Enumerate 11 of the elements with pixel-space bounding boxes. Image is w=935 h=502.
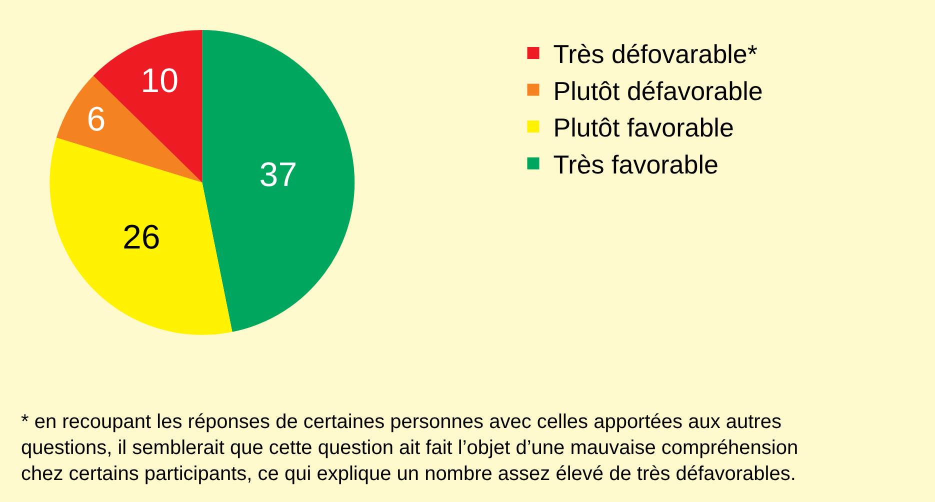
legend-label: Plutôt favorable bbox=[553, 112, 734, 143]
legend-label: Plutôt défavorable bbox=[553, 76, 763, 106]
text: * en recoupant les réponses de certaines personnes avec celles apportées aux autres questions, il semblerait que cette question ait fait l’objet d’une mauvaise compréhension chez certains participants, ce qui explique un nombre assez élevé de très défavorables. bbox=[21, 411, 798, 485]
legend-label: Très favorable bbox=[553, 149, 718, 180]
legend-label: Très défovarable* bbox=[553, 39, 758, 70]
data-label: 10 bbox=[140, 62, 179, 100]
pie-slice bbox=[202, 30, 355, 332]
data-label: 6 bbox=[86, 100, 106, 138]
data-label: 26 bbox=[122, 218, 160, 256]
data-label: 37 bbox=[259, 156, 298, 194]
pie-slice bbox=[50, 138, 232, 335]
